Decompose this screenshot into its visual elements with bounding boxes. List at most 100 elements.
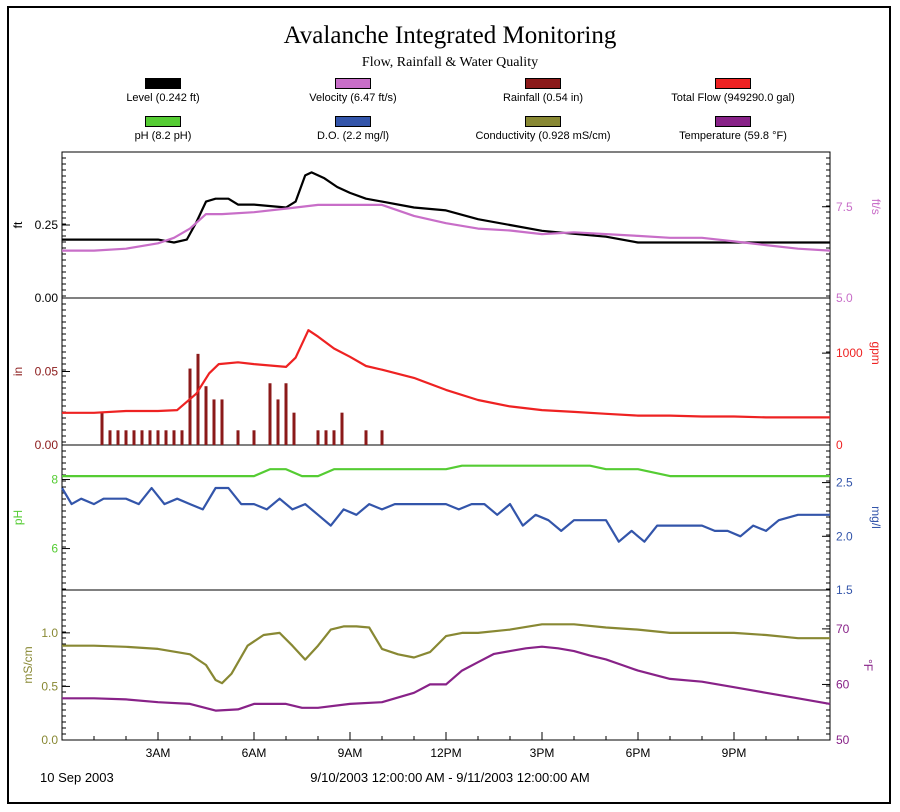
rainfall-bar xyxy=(140,430,144,445)
legend-item-velocity: Velocity (6.47 ft/s) xyxy=(258,78,448,104)
x-tick-label: 6AM xyxy=(242,746,267,760)
legend-item-total-flow: Total Flow (949290.0 gal) xyxy=(638,78,828,104)
rainfall-bar xyxy=(196,353,200,445)
rainfall-bar xyxy=(212,399,216,445)
legend-label-do: D.O. (2.2 mg/l) xyxy=(316,130,390,142)
rainfall-bar xyxy=(132,430,136,445)
series-line-total-flow xyxy=(62,329,830,419)
legend-item-rainfall: Rainfall (0.54 in) xyxy=(448,78,638,104)
legend-item-conductivity: Conductivity (0.928 mS/cm) xyxy=(448,116,638,142)
series-line-velocity xyxy=(62,203,831,252)
panel-2-right-tick-label: 0 xyxy=(836,438,843,452)
panel-2-left-tick-label: 0.00 xyxy=(35,438,59,452)
legend-item-level: Level (0.242 ft) xyxy=(68,78,258,104)
legend-swatch-velocity xyxy=(335,78,371,89)
rainfall-bar xyxy=(124,430,128,445)
series-line-d-o- xyxy=(61,486,830,543)
x-tick-label: 3AM xyxy=(146,746,171,760)
panel-3-right-axis-label: mg/l xyxy=(869,506,883,529)
rainfall-bar xyxy=(252,430,256,445)
rainfall-bar xyxy=(100,412,104,445)
panel-2-right-axis-label: gpm xyxy=(869,341,883,364)
rainfall-bar xyxy=(204,386,208,445)
rainfall-bar xyxy=(380,430,384,445)
rainfall-bar xyxy=(276,399,280,445)
panel-2-right-tick-label: 1000 xyxy=(836,346,863,360)
rainfall-bar xyxy=(364,430,368,445)
rainfall-bar xyxy=(332,430,336,445)
rainfall-bar xyxy=(188,368,192,445)
panel-4-frame xyxy=(61,589,831,741)
panel-4-left-tick-label: 0.0 xyxy=(41,733,58,747)
rainfall-bar xyxy=(180,430,184,445)
series-line-level xyxy=(62,171,830,244)
x-tick-label: 3PM xyxy=(530,746,555,760)
legend-swatch-rainfall xyxy=(525,78,561,89)
panel-3-frame xyxy=(61,444,831,591)
legend-label-conductivity: Conductivity (0.928 mS/cm) xyxy=(475,130,611,142)
panel-4-left-tick-label: 1.0 xyxy=(41,626,58,640)
legend-item-do: D.O. (2.2 mg/l) xyxy=(258,116,448,142)
rainfall-bar xyxy=(220,399,224,445)
chart-title: Avalanche Integrated Monitoring xyxy=(283,22,617,49)
panel-3-left-tick-label: 6 xyxy=(51,542,58,556)
panel-2-frame xyxy=(61,297,831,446)
series-line-ph xyxy=(62,464,830,478)
panel-1-left-tick-label: 0.00 xyxy=(35,291,59,305)
legend-label-temperature: Temperature (59.8 °F) xyxy=(679,130,787,142)
panel-4-left-axis-label: mS/cm xyxy=(21,646,35,683)
rainfall-bar xyxy=(292,412,296,445)
legend-swatch-do xyxy=(335,116,371,127)
panel-1-right-axis-label: ft/s xyxy=(869,199,883,215)
panel-1-right-tick-label: 7.5 xyxy=(836,200,853,214)
chart-frame xyxy=(7,6,891,804)
legend-label-rainfall: Rainfall (0.54 in) xyxy=(502,92,584,104)
rainfall-bar xyxy=(164,430,168,445)
panel-3-left-tick-label: 8 xyxy=(51,473,58,487)
rainfall-bar xyxy=(316,430,320,445)
panel-2-left-axis-label: in xyxy=(11,367,25,376)
panel-3-right-tick-label: 1.5 xyxy=(836,583,853,597)
rainfall-bar xyxy=(156,430,160,445)
rainfall-bar xyxy=(108,430,112,445)
legend-label-level: Level (0.242 ft) xyxy=(126,92,200,104)
rainfall-bar xyxy=(340,412,344,445)
panel-1-frame xyxy=(61,151,831,299)
chart-subtitle: Flow, Rainfall & Water Quality xyxy=(361,55,539,70)
legend-label-velocity: Velocity (6.47 ft/s) xyxy=(309,92,397,104)
panel-3-left-axis-label: pH xyxy=(11,510,25,525)
panel-1-right-tick-label: 5.0 xyxy=(836,291,853,305)
footer-date: 10 Sep 2003 xyxy=(40,770,114,785)
x-tick-label: 9AM xyxy=(338,746,363,760)
rainfall-bar xyxy=(236,430,240,445)
panel-1-left-axis-label: ft xyxy=(11,221,25,228)
x-tick-label: 12PM xyxy=(430,746,461,760)
x-tick-label: 9PM xyxy=(722,746,747,760)
series-line-temperature xyxy=(62,645,831,712)
panel-4-right-axis-label: °F xyxy=(861,659,875,671)
rainfall-bar xyxy=(324,430,328,445)
x-tick-label: 6PM xyxy=(626,746,651,760)
panel-4-right-tick-label: 60 xyxy=(836,677,850,691)
rainfall-bar xyxy=(116,430,120,445)
footer-date-range: 9/10/2003 12:00:00 AM - 9/11/2003 12:00:… xyxy=(310,770,590,785)
panel-3-right-tick-label: 2.5 xyxy=(836,476,853,490)
panel-1-left-tick-label: 0.25 xyxy=(35,218,59,232)
rainfall-bar xyxy=(284,383,288,445)
panel-4-left-tick-label: 0.5 xyxy=(41,679,58,693)
legend-swatch-ph xyxy=(145,116,181,127)
legend-swatch-level xyxy=(145,78,181,89)
rainfall-bar xyxy=(268,383,272,445)
rainfall-bar xyxy=(148,430,152,445)
legend-item-ph: pH (8.2 pH) xyxy=(68,116,258,142)
series-line-conductivity xyxy=(62,623,830,685)
legend-label-ph: pH (8.2 pH) xyxy=(134,130,192,142)
legend-swatch-conductivity xyxy=(525,116,561,127)
rainfall-bar xyxy=(172,430,176,445)
legend-label-total-flow: Total Flow (949290.0 gal) xyxy=(671,92,795,104)
legend-swatch-total-flow xyxy=(715,78,751,89)
panel-3-right-tick-label: 2.0 xyxy=(836,529,853,543)
panel-2-left-tick-label: 0.05 xyxy=(35,365,59,379)
legend-swatch-temperature xyxy=(715,116,751,127)
